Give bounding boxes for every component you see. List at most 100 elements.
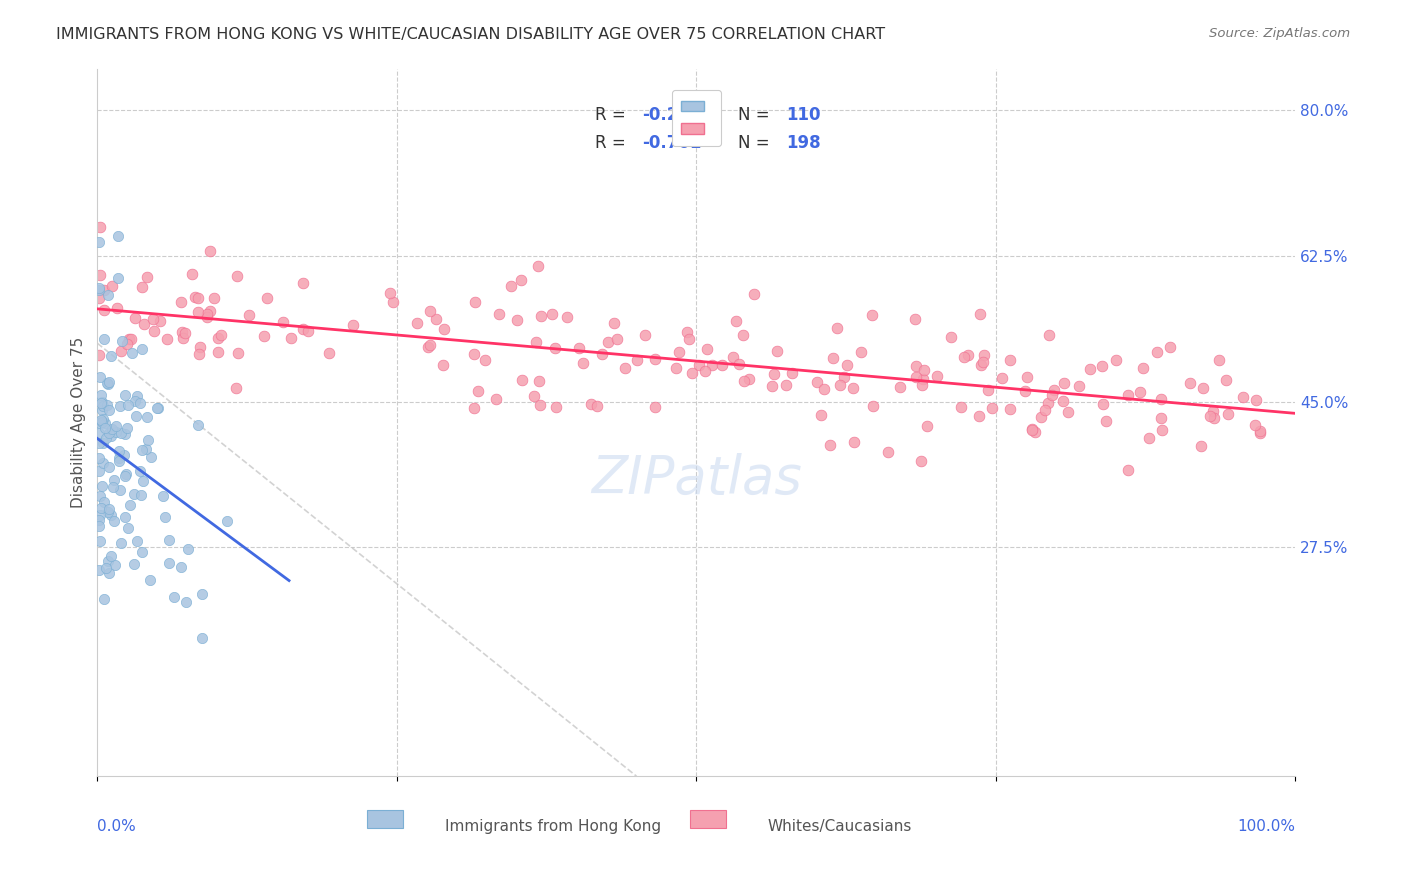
Point bbox=[100, 428, 122, 442]
Point bbox=[1132, 360, 1154, 375]
Point bbox=[1150, 424, 1173, 438]
Point bbox=[688, 358, 710, 372]
Point bbox=[1159, 339, 1181, 353]
Legend: , : , bbox=[672, 90, 721, 146]
Point bbox=[665, 361, 688, 376]
Point bbox=[217, 514, 239, 528]
Point bbox=[96, 431, 118, 445]
Point bbox=[606, 332, 628, 346]
Point bbox=[93, 456, 115, 470]
Point bbox=[115, 421, 138, 435]
Point bbox=[163, 591, 186, 605]
Point bbox=[991, 371, 1014, 385]
Point bbox=[544, 400, 567, 414]
Point bbox=[97, 376, 120, 391]
Point bbox=[862, 400, 884, 414]
Point bbox=[1202, 404, 1225, 418]
Point bbox=[91, 478, 114, 492]
Point bbox=[1215, 373, 1237, 387]
Point bbox=[104, 558, 127, 573]
Point bbox=[644, 351, 666, 366]
Point bbox=[970, 358, 993, 372]
Point bbox=[1180, 376, 1202, 390]
Point bbox=[1129, 384, 1152, 399]
Point bbox=[1057, 405, 1080, 419]
Point bbox=[253, 329, 276, 343]
Point bbox=[89, 280, 111, 294]
Point bbox=[1094, 414, 1116, 428]
Point bbox=[763, 367, 786, 381]
Point bbox=[146, 401, 169, 415]
Point bbox=[131, 280, 153, 294]
Point bbox=[681, 366, 703, 380]
Text: Whites/Caucasians: Whites/Caucasians bbox=[768, 819, 912, 834]
Point bbox=[711, 359, 734, 373]
Point bbox=[195, 310, 218, 325]
Point bbox=[1116, 463, 1139, 477]
Point bbox=[1036, 396, 1059, 410]
Point bbox=[733, 327, 755, 342]
Point bbox=[226, 268, 249, 283]
Point bbox=[1092, 396, 1115, 410]
Point bbox=[136, 269, 159, 284]
Point bbox=[91, 394, 114, 409]
Point bbox=[195, 307, 218, 321]
Point bbox=[780, 366, 803, 380]
Point bbox=[969, 409, 991, 424]
Point bbox=[131, 545, 153, 559]
Point bbox=[998, 353, 1021, 368]
Point bbox=[738, 372, 761, 386]
Point bbox=[530, 309, 553, 323]
Point bbox=[1244, 392, 1267, 407]
Text: R =: R = bbox=[595, 134, 630, 152]
Point bbox=[97, 402, 120, 417]
Point bbox=[291, 322, 314, 336]
Point bbox=[432, 359, 454, 373]
Point bbox=[100, 508, 122, 522]
Point bbox=[668, 345, 690, 359]
Point bbox=[541, 307, 564, 321]
Point bbox=[89, 348, 111, 362]
Point bbox=[950, 401, 973, 415]
Point bbox=[499, 278, 522, 293]
Point bbox=[97, 505, 120, 519]
Point bbox=[117, 521, 139, 535]
Point bbox=[90, 395, 112, 409]
Point bbox=[105, 301, 128, 315]
Point bbox=[136, 433, 159, 447]
Point bbox=[529, 398, 551, 412]
Point bbox=[464, 294, 486, 309]
Point bbox=[93, 303, 115, 318]
Point bbox=[678, 332, 700, 346]
Point bbox=[118, 498, 141, 512]
Point bbox=[93, 436, 115, 450]
Point bbox=[256, 292, 278, 306]
Point bbox=[696, 342, 718, 356]
Point bbox=[209, 328, 232, 343]
Point bbox=[139, 450, 162, 464]
Point bbox=[911, 377, 934, 392]
Point bbox=[187, 291, 209, 305]
Point bbox=[98, 426, 121, 441]
Point bbox=[889, 380, 911, 394]
Point bbox=[91, 412, 114, 426]
Y-axis label: Disability Age Over 75: Disability Age Over 75 bbox=[72, 336, 86, 508]
Point bbox=[131, 342, 153, 356]
Point bbox=[97, 460, 120, 475]
Point bbox=[115, 337, 138, 351]
Point bbox=[93, 494, 115, 508]
Point bbox=[830, 377, 852, 392]
Point bbox=[614, 360, 637, 375]
Point bbox=[700, 359, 723, 373]
Point bbox=[100, 549, 122, 563]
Point bbox=[860, 308, 883, 322]
Point bbox=[207, 345, 229, 359]
Point bbox=[841, 381, 863, 395]
Point bbox=[139, 573, 162, 587]
Point bbox=[121, 345, 143, 359]
Point bbox=[555, 310, 578, 325]
Point bbox=[156, 333, 179, 347]
Point bbox=[1052, 393, 1074, 408]
Point bbox=[728, 357, 751, 371]
Point bbox=[146, 401, 169, 415]
